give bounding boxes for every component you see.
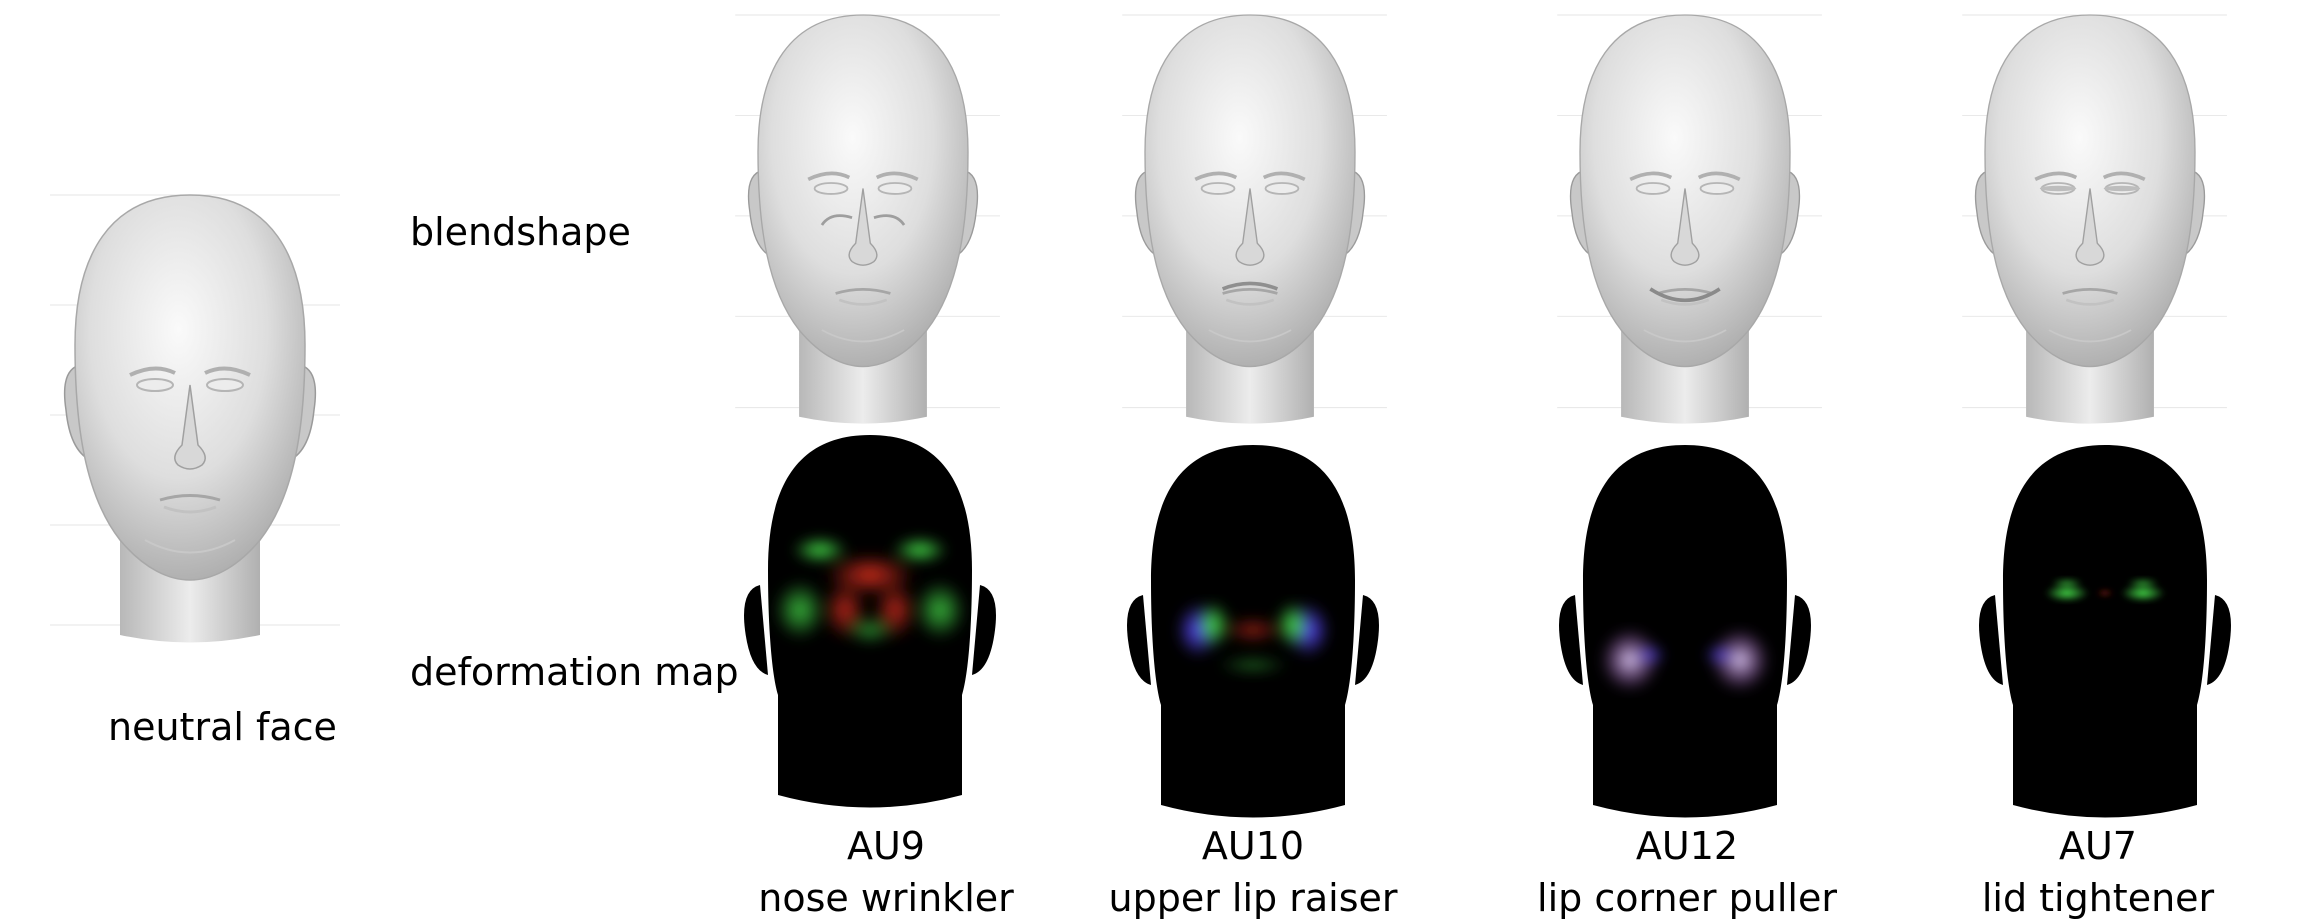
au9-deformation-map	[744, 435, 996, 808]
au10-blendshape-image	[1120, 13, 1389, 426]
neutral-face-label: neutral face	[108, 705, 337, 749]
au7-code: AU7	[2059, 824, 2137, 868]
blendshape-row-label: blendshape	[410, 210, 631, 254]
au10-deformation-map	[1127, 445, 1379, 818]
deformation-map-row-label: deformation map	[410, 650, 739, 694]
au10-caption: AU10 upper lip raiser	[1043, 820, 1463, 924]
au12-code: AU12	[1635, 824, 1739, 868]
au7-name: lid tightener	[1981, 876, 2215, 920]
au10-code: AU10	[1201, 824, 1305, 868]
au9-code: AU9	[847, 824, 925, 868]
au9-blendshape-image	[733, 13, 1002, 426]
au12-name: lip corner puller	[1537, 876, 1837, 920]
au7-blendshape-image	[1960, 13, 2229, 426]
au9-caption: AU9 nose wrinkler	[676, 820, 1096, 924]
au12-deformation-map	[1559, 445, 1811, 818]
neutral-face-image	[48, 193, 342, 645]
au10-name: upper lip raiser	[1108, 876, 1398, 920]
au12-caption: AU12 lip corner puller	[1477, 820, 1897, 924]
au9-name: nose wrinkler	[758, 876, 1014, 920]
au12-blendshape-image	[1555, 13, 1824, 426]
au7-caption: AU7 lid tightener	[1888, 820, 2308, 924]
au7-deformation-map	[1979, 445, 2231, 818]
